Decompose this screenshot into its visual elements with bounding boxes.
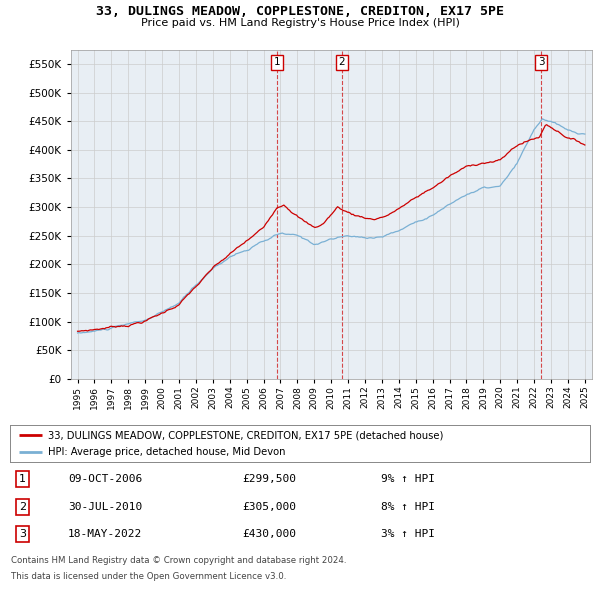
Text: 09-OCT-2006: 09-OCT-2006 [68,474,142,484]
Text: 8% ↑ HPI: 8% ↑ HPI [381,502,435,512]
Text: HPI: Average price, detached house, Mid Devon: HPI: Average price, detached house, Mid … [48,447,285,457]
Text: 30-JUL-2010: 30-JUL-2010 [68,502,142,512]
Text: 3% ↑ HPI: 3% ↑ HPI [381,529,435,539]
Text: £305,000: £305,000 [242,502,296,512]
Text: 33, DULINGS MEADOW, COPPLESTONE, CREDITON, EX17 5PE: 33, DULINGS MEADOW, COPPLESTONE, CREDITO… [96,5,504,18]
Text: 3: 3 [538,57,544,67]
Text: 1: 1 [19,474,26,484]
Text: 2: 2 [19,502,26,512]
Text: This data is licensed under the Open Government Licence v3.0.: This data is licensed under the Open Gov… [11,572,286,581]
Text: £299,500: £299,500 [242,474,296,484]
Text: £430,000: £430,000 [242,529,296,539]
Text: 9% ↑ HPI: 9% ↑ HPI [381,474,435,484]
Text: Contains HM Land Registry data © Crown copyright and database right 2024.: Contains HM Land Registry data © Crown c… [11,556,346,565]
Text: 33, DULINGS MEADOW, COPPLESTONE, CREDITON, EX17 5PE (detached house): 33, DULINGS MEADOW, COPPLESTONE, CREDITO… [48,430,443,440]
Text: 1: 1 [274,57,280,67]
Text: 3: 3 [19,529,26,539]
Text: Price paid vs. HM Land Registry's House Price Index (HPI): Price paid vs. HM Land Registry's House … [140,18,460,28]
Text: 2: 2 [338,57,345,67]
Text: 18-MAY-2022: 18-MAY-2022 [68,529,142,539]
